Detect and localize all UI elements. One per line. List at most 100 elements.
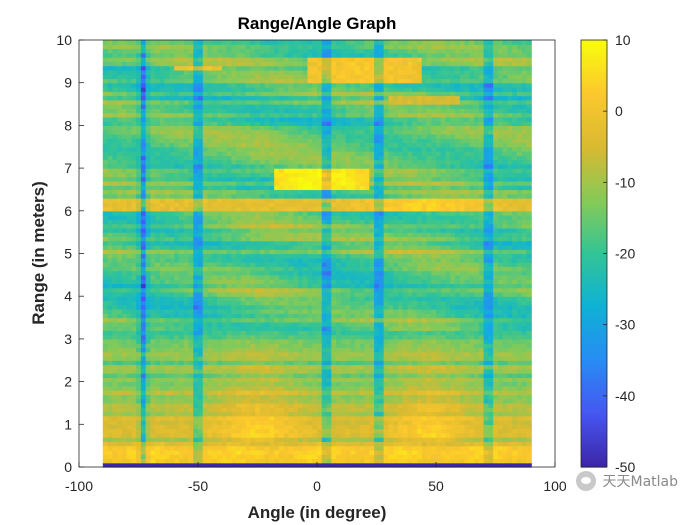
heatmap-cell — [112, 291, 118, 297]
heatmap-cell — [440, 424, 447, 430]
heatmap-cell — [474, 330, 480, 336]
heatmap-cell — [226, 437, 232, 442]
heatmap-cell — [188, 415, 194, 421]
heatmap-cell — [402, 420, 409, 425]
heatmap-cell — [117, 432, 123, 438]
heatmap-cell — [131, 317, 137, 323]
heatmap-cell — [450, 355, 456, 361]
heatmap-cell — [336, 347, 342, 353]
heatmap-cell — [145, 373, 151, 378]
heatmap-cell — [516, 330, 523, 336]
heatmap-cell — [221, 377, 228, 383]
heatmap-cell — [183, 377, 190, 383]
heatmap-cell — [317, 398, 323, 404]
heatmap-cell — [245, 411, 251, 417]
heatmap-cell — [255, 330, 261, 336]
heatmap-cell — [493, 385, 499, 391]
heatmap-cell — [359, 424, 366, 430]
heatmap-cell — [407, 334, 413, 340]
heatmap-cell — [202, 304, 209, 310]
heatmap-cell — [121, 373, 128, 378]
heatmap-cell — [193, 398, 199, 404]
heatmap-cell — [274, 232, 280, 238]
heatmap-cell — [207, 270, 213, 276]
heatmap-cell — [402, 368, 409, 374]
heatmap-cell — [321, 377, 328, 383]
heatmap-cell — [269, 407, 275, 413]
heatmap-cell — [217, 244, 223, 250]
heatmap-cell — [359, 360, 366, 366]
heatmap-cell — [402, 398, 409, 404]
heatmap-cell — [359, 266, 366, 272]
heatmap-cell — [274, 381, 280, 387]
heatmap-cell — [393, 420, 399, 425]
heatmap-cell — [483, 462, 489, 468]
heatmap-cell — [317, 432, 323, 438]
heatmap-cell — [483, 398, 489, 404]
heatmap-cell — [107, 398, 113, 404]
heatmap-cell — [317, 368, 323, 374]
heatmap-cell — [193, 321, 199, 327]
heatmap-cell — [297, 309, 304, 314]
heatmap-cell — [107, 454, 113, 460]
heatmap-cell — [312, 373, 318, 378]
heatmap-cell — [431, 317, 437, 323]
heatmap-cell — [198, 296, 204, 302]
heatmap-cell — [478, 458, 485, 464]
heatmap-cell — [283, 462, 290, 468]
heatmap-cell — [274, 244, 280, 250]
heatmap-cell — [207, 287, 213, 293]
heatmap-cell — [393, 274, 399, 280]
heatmap-cell — [478, 249, 485, 255]
heatmap-cell — [288, 432, 294, 438]
heatmap-cell — [426, 309, 432, 314]
heatmap-cell — [326, 291, 332, 297]
heatmap-cell — [236, 454, 242, 460]
heatmap-cell — [169, 334, 175, 340]
heatmap-cell — [355, 283, 361, 289]
heatmap-cell — [526, 291, 532, 297]
heatmap-cell — [521, 347, 528, 353]
heatmap-cell — [193, 338, 199, 344]
heatmap-cell — [512, 262, 518, 267]
heatmap-cell — [359, 296, 366, 302]
heatmap-cell — [250, 402, 256, 408]
heatmap-cell — [497, 377, 504, 383]
heatmap-cell — [278, 227, 285, 233]
heatmap-cell — [178, 283, 185, 289]
heatmap-cell — [145, 398, 151, 404]
heatmap-cell — [207, 385, 213, 391]
heatmap-cell — [307, 415, 313, 421]
heatmap-cell — [202, 390, 209, 396]
heatmap-cell — [331, 270, 337, 276]
heatmap-cell — [340, 317, 347, 323]
heatmap-cell — [236, 462, 242, 468]
heatmap-cell — [188, 458, 194, 464]
heatmap-cell — [455, 266, 461, 272]
heatmap-cell — [359, 279, 366, 284]
heatmap-cell — [374, 402, 380, 408]
heatmap-cell — [102, 317, 109, 323]
heatmap-cell — [374, 373, 380, 378]
heatmap-cell — [369, 458, 375, 464]
heatmap-cell — [283, 287, 290, 293]
heatmap-cell — [350, 236, 356, 242]
heatmap-cell — [350, 424, 356, 430]
heatmap-cell — [455, 334, 461, 340]
heatmap-cell — [459, 385, 466, 391]
heatmap-cell — [302, 415, 309, 421]
heatmap-cell — [169, 300, 175, 306]
heatmap-cell — [288, 291, 294, 297]
heatmap-cell — [264, 338, 270, 344]
heatmap-cell — [459, 402, 466, 408]
heatmap-cell — [193, 253, 199, 259]
heatmap-cell — [274, 249, 280, 255]
heatmap-cell — [426, 253, 432, 259]
heatmap-cell — [336, 279, 342, 284]
heatmap-cell — [240, 244, 247, 250]
heatmap-cell — [326, 420, 332, 425]
heatmap-cell — [178, 296, 185, 302]
heatmap-cell — [488, 309, 494, 314]
heatmap-cell — [155, 454, 161, 460]
heatmap-cell — [397, 355, 404, 361]
